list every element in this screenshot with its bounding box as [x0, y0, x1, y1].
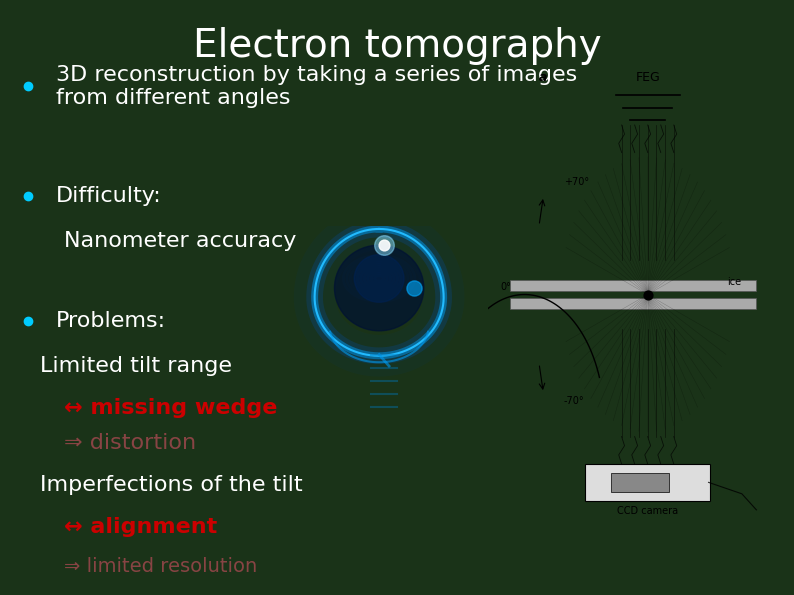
- Point: [378, 240, 391, 250]
- Text: -70°: -70°: [564, 396, 584, 406]
- Text: ⇒ limited resolution: ⇒ limited resolution: [64, 557, 256, 576]
- Text: 0°: 0°: [500, 282, 511, 292]
- Bar: [510, 298, 757, 309]
- Text: ice: ice: [727, 277, 742, 287]
- FancyBboxPatch shape: [611, 473, 669, 491]
- Text: ↔ alignment: ↔ alignment: [64, 516, 217, 537]
- Bar: [510, 280, 757, 291]
- Text: Limited tilt range: Limited tilt range: [40, 356, 232, 376]
- Point: [407, 283, 420, 293]
- Text: a: a: [539, 71, 547, 84]
- Circle shape: [334, 245, 424, 331]
- Text: ⇒ distortion: ⇒ distortion: [64, 433, 195, 453]
- Text: +70°: +70°: [564, 177, 589, 187]
- Text: FEG: FEG: [635, 71, 660, 84]
- Point: [642, 290, 654, 299]
- Text: ↔ missing wedge: ↔ missing wedge: [64, 397, 277, 418]
- Text: CCD camera: CCD camera: [617, 506, 678, 516]
- Text: 3D reconstruction by taking a series of images
from different angles: 3D reconstruction by taking a series of …: [56, 65, 576, 108]
- Text: Difficulty:: Difficulty:: [56, 186, 161, 206]
- FancyBboxPatch shape: [585, 464, 710, 500]
- Text: Problems:: Problems:: [56, 311, 166, 331]
- Text: Nanometer accuracy: Nanometer accuracy: [64, 231, 296, 251]
- Point: [378, 240, 391, 250]
- Text: Imperfections of the tilt: Imperfections of the tilt: [40, 475, 303, 495]
- Circle shape: [354, 255, 404, 302]
- Text: Electron tomography: Electron tomography: [193, 27, 601, 65]
